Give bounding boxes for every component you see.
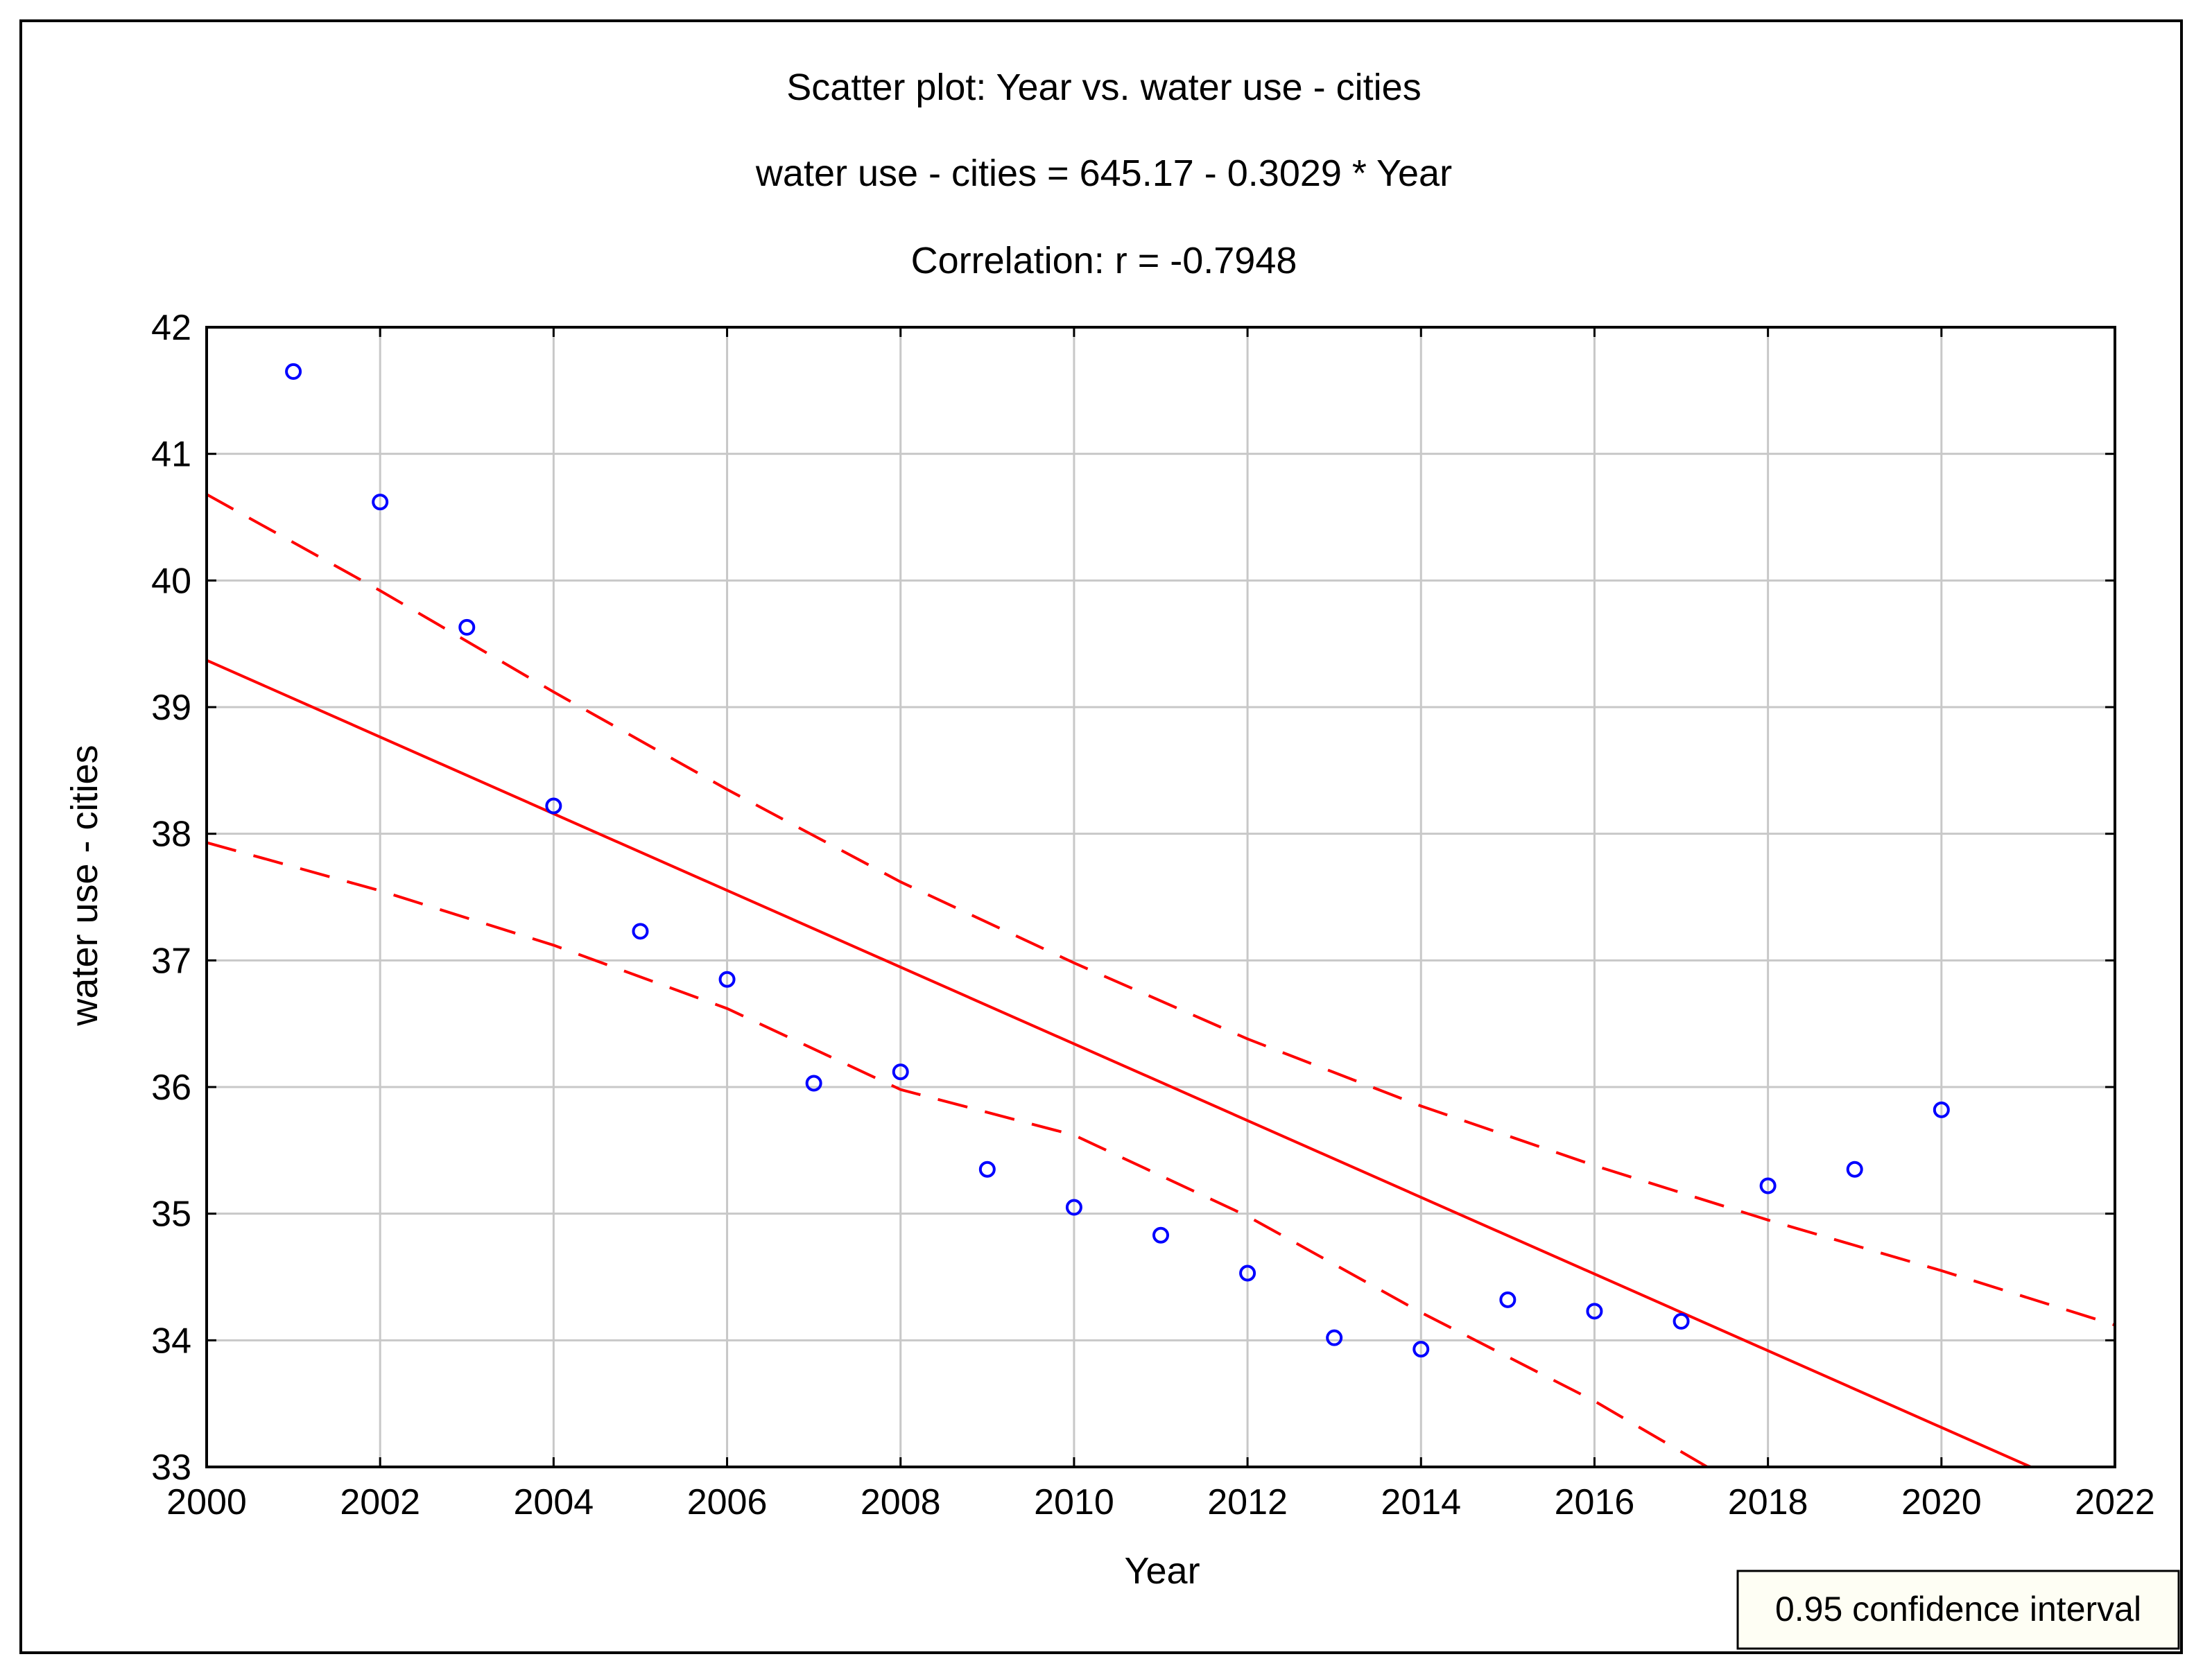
data-point	[892, 1063, 909, 1081]
x-tick-label: 2020	[1901, 1482, 1982, 1522]
regression-equation: water use - cities = 645.17 - 0.3029 * Y…	[755, 153, 1452, 194]
x-tick-label: 2016	[1555, 1482, 1635, 1522]
regression-line-group	[207, 659, 2034, 1467]
data-point	[1586, 1303, 1603, 1320]
y-tick-labels: 33 34 35 36 37 38 39 40 41 42	[151, 308, 191, 1488]
data-point	[978, 1161, 996, 1178]
y-tick-label: 34	[151, 1321, 191, 1361]
axis-ticks	[205, 326, 2116, 1468]
x-tick-label: 2006	[687, 1482, 768, 1522]
y-tick-label: 37	[151, 941, 191, 981]
x-tick-label: 2012	[1207, 1482, 1288, 1522]
data-point	[632, 923, 649, 940]
y-tick-label: 40	[151, 561, 191, 601]
y-tick-label: 41	[151, 435, 191, 475]
y-tick-label: 33	[151, 1448, 191, 1488]
y-axis-label: water use - cities	[64, 745, 105, 1026]
data-point	[372, 494, 389, 511]
data-point	[285, 363, 302, 380]
x-tick-label: 2022	[2075, 1482, 2155, 1522]
confidence-lower-line	[207, 841, 1711, 1467]
data-point	[1326, 1329, 1343, 1346]
x-axis-label: Year	[1124, 1550, 1200, 1592]
x-tick-label: 2014	[1381, 1482, 1461, 1522]
scatter-chart: Scatter plot: Year vs. water use - citie…	[64, 67, 2180, 1650]
data-point	[1499, 1291, 1517, 1308]
x-tick-label: 2004	[514, 1482, 594, 1522]
data-points	[285, 363, 1950, 1358]
y-tick-label: 36	[151, 1068, 191, 1108]
data-point	[545, 797, 562, 815]
data-point	[805, 1075, 822, 1092]
legend: 0.95 confidence interval	[1736, 1570, 2180, 1650]
legend-box	[1736, 1570, 2180, 1650]
data-point	[458, 618, 476, 636]
x-tick-label: 2018	[1728, 1482, 1808, 1522]
data-point	[1152, 1226, 1169, 1244]
confidence-band	[207, 493, 2115, 1467]
grid	[205, 326, 2116, 1468]
x-tick-label: 2002	[340, 1482, 420, 1522]
data-point	[1065, 1199, 1082, 1216]
plot-area-border	[205, 326, 2116, 1468]
regression-line	[207, 659, 2034, 1467]
data-point	[1846, 1161, 1863, 1178]
x-tick-label: 2010	[1034, 1482, 1114, 1522]
data-point	[718, 971, 736, 988]
x-tick-labels: 2000 2002 2004 2006 2008 2010 2012 2014 2016 2018…	[166, 1482, 2155, 1522]
x-tick-label: 2000	[166, 1482, 247, 1522]
data-point	[1759, 1177, 1777, 1194]
y-tick-label: 35	[151, 1194, 191, 1235]
y-tick-label: 39	[151, 688, 191, 728]
confidence-upper-line	[207, 493, 2115, 1327]
correlation-label: Correlation: r = -0.7948	[911, 240, 1297, 281]
legend-label: 0.95 confidence interval	[1775, 1590, 2141, 1628]
data-point	[1412, 1341, 1430, 1358]
y-tick-label: 38	[151, 815, 191, 855]
y-tick-label: 42	[151, 308, 191, 348]
data-point	[1673, 1312, 1690, 1330]
chart-title: Scatter plot: Year vs. water use - citie…	[786, 67, 1421, 108]
data-point	[1239, 1265, 1256, 1282]
data-point	[1933, 1101, 1950, 1118]
x-tick-label: 2008	[861, 1482, 941, 1522]
chart-frame: Scatter plot: Year vs. water use - citie…	[19, 19, 2183, 1654]
